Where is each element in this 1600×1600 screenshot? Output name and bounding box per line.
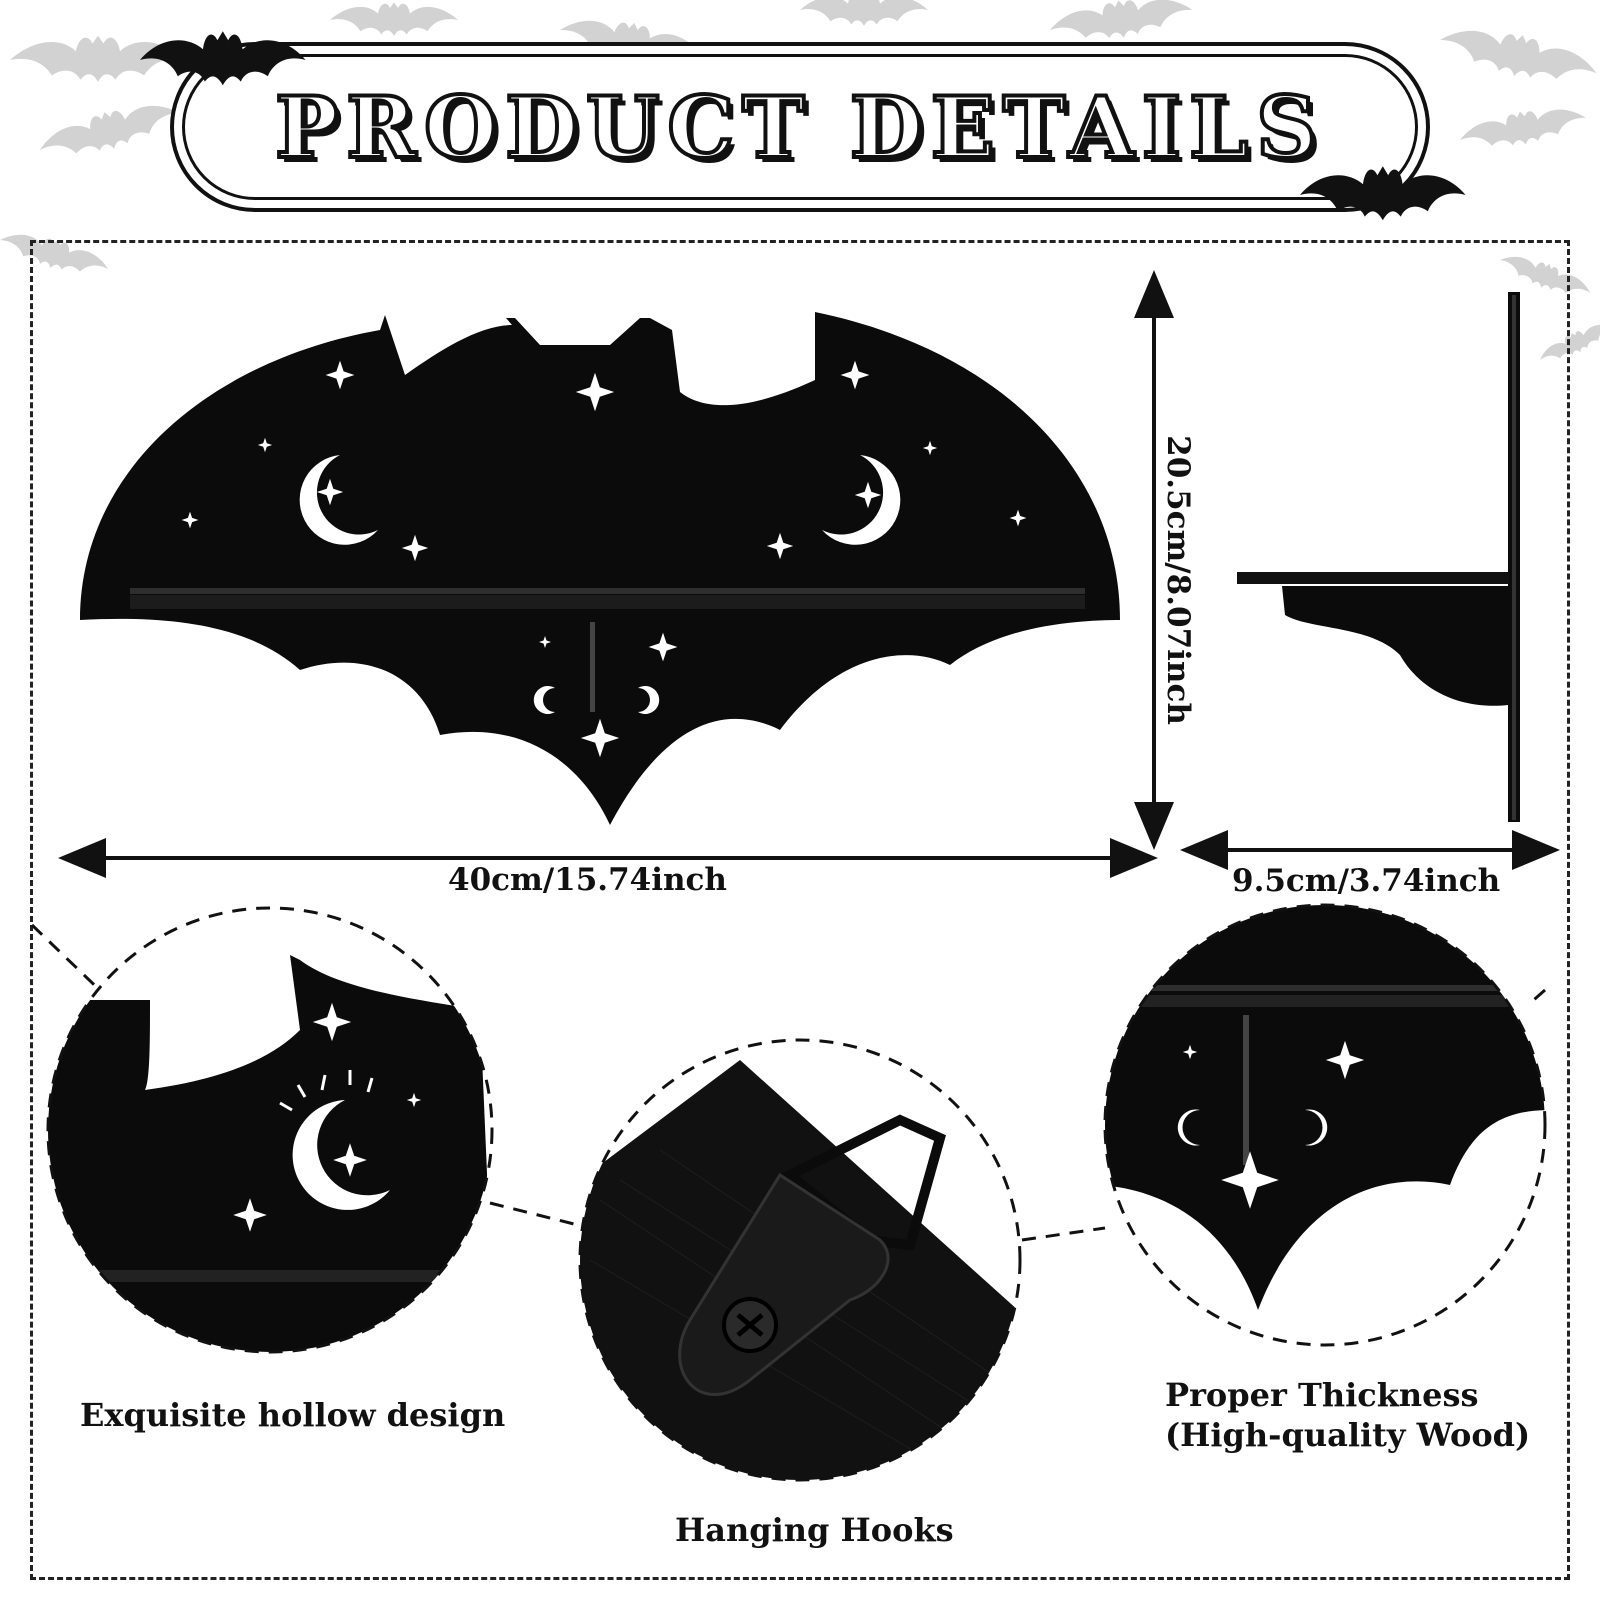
caption-thickness-line2: (High-quality Wood) — [1165, 1416, 1531, 1454]
caption-hollow-design: Exquisite hollow design — [80, 1396, 506, 1434]
caption-thickness-line1: Proper Thickness — [1165, 1376, 1479, 1414]
details-frame — [30, 240, 1570, 1580]
bat-shelf-front-view — [80, 312, 1120, 825]
detail-circle-hanging-hooks — [578, 1038, 1022, 1482]
caption-hanging-hooks: Hanging Hooks — [675, 1511, 954, 1549]
height-dimension-label: 20.5cm/8.07inch — [1160, 435, 1196, 725]
depth-dimension-label: 9.5cm/3.74inch — [1232, 863, 1501, 899]
title-banner-inner: PRODUCT DETAILS — [182, 54, 1418, 200]
detail-circle-hollow-design — [46, 906, 494, 1354]
hook-ring-icon — [780, 1114, 946, 1251]
width-dimension-label: 40cm/15.74inch — [448, 862, 727, 898]
bat-shelf-side-view — [1237, 292, 1520, 822]
detail-circle-thickness — [1103, 903, 1547, 1347]
page-title: PRODUCT DETAILS — [273, 76, 1325, 179]
title-banner: PRODUCT DETAILS — [170, 42, 1430, 212]
